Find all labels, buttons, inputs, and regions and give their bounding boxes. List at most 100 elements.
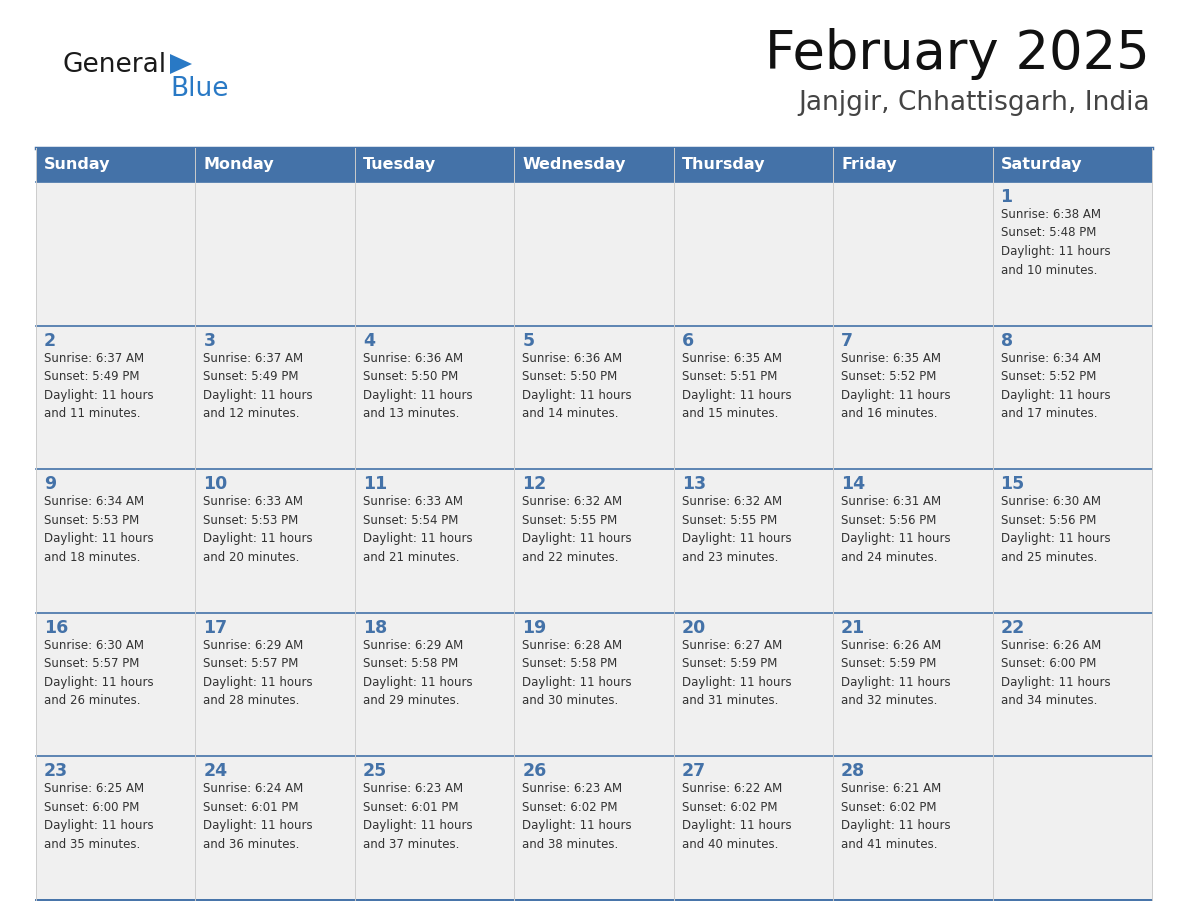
Text: Sunrise: 6:31 AM
Sunset: 5:56 PM
Daylight: 11 hours
and 24 minutes.: Sunrise: 6:31 AM Sunset: 5:56 PM Dayligh… — [841, 495, 950, 564]
Text: 7: 7 — [841, 331, 853, 350]
Bar — [355, 613, 514, 756]
Text: Sunrise: 6:32 AM
Sunset: 5:55 PM
Daylight: 11 hours
and 22 minutes.: Sunrise: 6:32 AM Sunset: 5:55 PM Dayligh… — [523, 495, 632, 564]
Text: Sunrise: 6:28 AM
Sunset: 5:58 PM
Daylight: 11 hours
and 30 minutes.: Sunrise: 6:28 AM Sunset: 5:58 PM Dayligh… — [523, 639, 632, 707]
Text: 6: 6 — [682, 331, 694, 350]
Text: 2: 2 — [44, 331, 56, 350]
Bar — [833, 326, 992, 469]
Bar — [514, 326, 674, 469]
Text: Sunday: Sunday — [44, 158, 110, 173]
Bar — [992, 182, 1152, 326]
Text: Sunrise: 6:22 AM
Sunset: 6:02 PM
Daylight: 11 hours
and 40 minutes.: Sunrise: 6:22 AM Sunset: 6:02 PM Dayligh… — [682, 782, 791, 851]
Text: Saturday: Saturday — [1000, 158, 1082, 173]
Text: Sunrise: 6:27 AM
Sunset: 5:59 PM
Daylight: 11 hours
and 31 minutes.: Sunrise: 6:27 AM Sunset: 5:59 PM Dayligh… — [682, 639, 791, 707]
Text: Sunrise: 6:37 AM
Sunset: 5:49 PM
Daylight: 11 hours
and 12 minutes.: Sunrise: 6:37 AM Sunset: 5:49 PM Dayligh… — [203, 352, 312, 420]
Text: Blue: Blue — [170, 76, 228, 102]
Text: 21: 21 — [841, 619, 865, 637]
Text: 11: 11 — [362, 476, 387, 493]
Text: 26: 26 — [523, 763, 546, 780]
Text: Wednesday: Wednesday — [523, 158, 626, 173]
Bar — [196, 756, 355, 900]
Text: Sunrise: 6:35 AM
Sunset: 5:52 PM
Daylight: 11 hours
and 16 minutes.: Sunrise: 6:35 AM Sunset: 5:52 PM Dayligh… — [841, 352, 950, 420]
Text: 12: 12 — [523, 476, 546, 493]
Text: Sunrise: 6:23 AM
Sunset: 6:02 PM
Daylight: 11 hours
and 38 minutes.: Sunrise: 6:23 AM Sunset: 6:02 PM Dayligh… — [523, 782, 632, 851]
Text: 1: 1 — [1000, 188, 1012, 206]
Text: Sunrise: 6:30 AM
Sunset: 5:57 PM
Daylight: 11 hours
and 26 minutes.: Sunrise: 6:30 AM Sunset: 5:57 PM Dayligh… — [44, 639, 153, 707]
Text: Sunrise: 6:25 AM
Sunset: 6:00 PM
Daylight: 11 hours
and 35 minutes.: Sunrise: 6:25 AM Sunset: 6:00 PM Dayligh… — [44, 782, 153, 851]
Text: Sunrise: 6:29 AM
Sunset: 5:58 PM
Daylight: 11 hours
and 29 minutes.: Sunrise: 6:29 AM Sunset: 5:58 PM Dayligh… — [362, 639, 473, 707]
Text: Sunrise: 6:24 AM
Sunset: 6:01 PM
Daylight: 11 hours
and 36 minutes.: Sunrise: 6:24 AM Sunset: 6:01 PM Dayligh… — [203, 782, 312, 851]
Text: Sunrise: 6:36 AM
Sunset: 5:50 PM
Daylight: 11 hours
and 13 minutes.: Sunrise: 6:36 AM Sunset: 5:50 PM Dayligh… — [362, 352, 473, 420]
Text: Monday: Monday — [203, 158, 274, 173]
Text: General: General — [62, 52, 166, 78]
Text: Sunrise: 6:32 AM
Sunset: 5:55 PM
Daylight: 11 hours
and 23 minutes.: Sunrise: 6:32 AM Sunset: 5:55 PM Dayligh… — [682, 495, 791, 564]
Bar — [36, 182, 196, 326]
Text: 10: 10 — [203, 476, 228, 493]
Bar — [355, 182, 514, 326]
Text: Sunrise: 6:21 AM
Sunset: 6:02 PM
Daylight: 11 hours
and 41 minutes.: Sunrise: 6:21 AM Sunset: 6:02 PM Dayligh… — [841, 782, 950, 851]
Text: Friday: Friday — [841, 158, 897, 173]
Bar — [514, 182, 674, 326]
Bar — [833, 756, 992, 900]
Text: 8: 8 — [1000, 331, 1012, 350]
Text: Tuesday: Tuesday — [362, 158, 436, 173]
Text: 27: 27 — [682, 763, 706, 780]
Text: 16: 16 — [44, 619, 68, 637]
Text: 13: 13 — [682, 476, 706, 493]
Text: 18: 18 — [362, 619, 387, 637]
Text: 9: 9 — [44, 476, 56, 493]
Bar — [36, 613, 196, 756]
Bar — [36, 326, 196, 469]
Bar — [674, 756, 833, 900]
Text: Janjgir, Chhattisgarh, India: Janjgir, Chhattisgarh, India — [798, 90, 1150, 116]
Bar — [36, 469, 196, 613]
Text: 19: 19 — [523, 619, 546, 637]
Bar — [196, 469, 355, 613]
Text: 23: 23 — [44, 763, 68, 780]
Bar — [992, 613, 1152, 756]
Text: February 2025: February 2025 — [765, 28, 1150, 80]
Text: 22: 22 — [1000, 619, 1025, 637]
Bar — [992, 469, 1152, 613]
Text: Sunrise: 6:35 AM
Sunset: 5:51 PM
Daylight: 11 hours
and 15 minutes.: Sunrise: 6:35 AM Sunset: 5:51 PM Dayligh… — [682, 352, 791, 420]
Bar — [833, 469, 992, 613]
Polygon shape — [170, 54, 192, 74]
Bar — [992, 756, 1152, 900]
Text: 14: 14 — [841, 476, 865, 493]
Bar — [674, 469, 833, 613]
Bar — [355, 756, 514, 900]
Bar — [196, 182, 355, 326]
Text: Sunrise: 6:23 AM
Sunset: 6:01 PM
Daylight: 11 hours
and 37 minutes.: Sunrise: 6:23 AM Sunset: 6:01 PM Dayligh… — [362, 782, 473, 851]
Text: Sunrise: 6:36 AM
Sunset: 5:50 PM
Daylight: 11 hours
and 14 minutes.: Sunrise: 6:36 AM Sunset: 5:50 PM Dayligh… — [523, 352, 632, 420]
Bar — [196, 613, 355, 756]
Bar — [514, 756, 674, 900]
Bar — [674, 326, 833, 469]
Text: Sunrise: 6:34 AM
Sunset: 5:53 PM
Daylight: 11 hours
and 18 minutes.: Sunrise: 6:34 AM Sunset: 5:53 PM Dayligh… — [44, 495, 153, 564]
Text: 25: 25 — [362, 763, 387, 780]
Text: Sunrise: 6:33 AM
Sunset: 5:54 PM
Daylight: 11 hours
and 21 minutes.: Sunrise: 6:33 AM Sunset: 5:54 PM Dayligh… — [362, 495, 473, 564]
Bar — [674, 613, 833, 756]
Bar — [833, 182, 992, 326]
Text: Sunrise: 6:38 AM
Sunset: 5:48 PM
Daylight: 11 hours
and 10 minutes.: Sunrise: 6:38 AM Sunset: 5:48 PM Dayligh… — [1000, 208, 1110, 276]
Bar — [355, 326, 514, 469]
Text: Sunrise: 6:34 AM
Sunset: 5:52 PM
Daylight: 11 hours
and 17 minutes.: Sunrise: 6:34 AM Sunset: 5:52 PM Dayligh… — [1000, 352, 1110, 420]
Text: Sunrise: 6:33 AM
Sunset: 5:53 PM
Daylight: 11 hours
and 20 minutes.: Sunrise: 6:33 AM Sunset: 5:53 PM Dayligh… — [203, 495, 312, 564]
Bar — [514, 613, 674, 756]
Text: Sunrise: 6:30 AM
Sunset: 5:56 PM
Daylight: 11 hours
and 25 minutes.: Sunrise: 6:30 AM Sunset: 5:56 PM Dayligh… — [1000, 495, 1110, 564]
Text: 28: 28 — [841, 763, 865, 780]
Bar — [36, 756, 196, 900]
Text: 5: 5 — [523, 331, 535, 350]
Text: Thursday: Thursday — [682, 158, 765, 173]
Text: Sunrise: 6:29 AM
Sunset: 5:57 PM
Daylight: 11 hours
and 28 minutes.: Sunrise: 6:29 AM Sunset: 5:57 PM Dayligh… — [203, 639, 312, 707]
Bar — [36, 148, 1152, 182]
Bar — [992, 326, 1152, 469]
Text: 15: 15 — [1000, 476, 1025, 493]
Text: 3: 3 — [203, 331, 215, 350]
Text: Sunrise: 6:26 AM
Sunset: 6:00 PM
Daylight: 11 hours
and 34 minutes.: Sunrise: 6:26 AM Sunset: 6:00 PM Dayligh… — [1000, 639, 1110, 707]
Text: 24: 24 — [203, 763, 228, 780]
Bar — [833, 613, 992, 756]
Bar — [674, 182, 833, 326]
Bar — [196, 326, 355, 469]
Bar — [355, 469, 514, 613]
Text: Sunrise: 6:37 AM
Sunset: 5:49 PM
Daylight: 11 hours
and 11 minutes.: Sunrise: 6:37 AM Sunset: 5:49 PM Dayligh… — [44, 352, 153, 420]
Text: Sunrise: 6:26 AM
Sunset: 5:59 PM
Daylight: 11 hours
and 32 minutes.: Sunrise: 6:26 AM Sunset: 5:59 PM Dayligh… — [841, 639, 950, 707]
